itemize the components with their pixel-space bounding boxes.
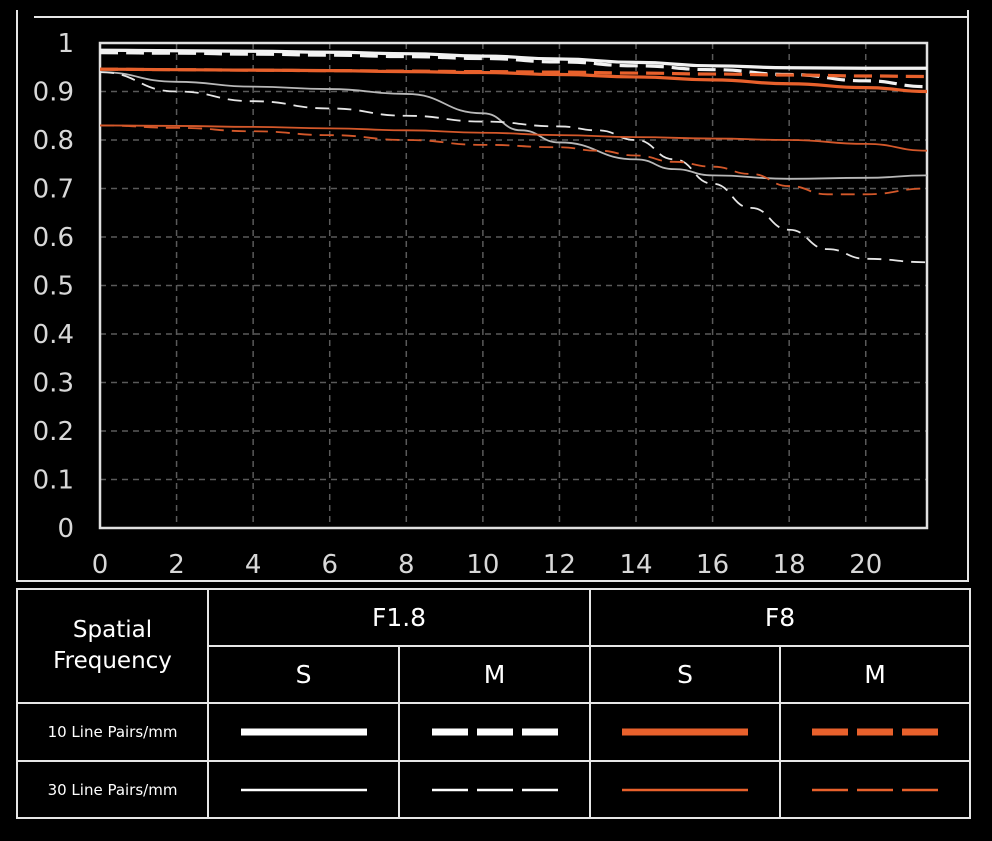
direction-header-f18-s: S bbox=[207, 645, 400, 704]
legend-swatch-f18-m-10 bbox=[431, 728, 558, 736]
swatch-cell bbox=[589, 760, 782, 819]
swatch-cell bbox=[397, 760, 592, 819]
x-tick-label: 20 bbox=[849, 550, 882, 580]
legend-swatch-f18-s-30 bbox=[240, 788, 367, 791]
x-tick-label: 8 bbox=[398, 550, 415, 580]
chart-frame bbox=[16, 10, 969, 582]
direction-header-f18-m: M bbox=[397, 645, 592, 704]
y-tick-label: 0.4 bbox=[33, 320, 74, 350]
x-tick-label: 4 bbox=[245, 550, 262, 580]
y-tick-label: 1 bbox=[57, 29, 74, 59]
y-tick-label: 0.7 bbox=[33, 175, 74, 205]
swatch-cell bbox=[207, 702, 400, 762]
aperture-header-f8: F8 bbox=[589, 588, 972, 647]
legend-swatch-f8-m-10 bbox=[812, 728, 939, 736]
y-tick-label: 0.9 bbox=[33, 78, 74, 108]
series-line-F8-S-10 bbox=[99, 67, 928, 94]
swatch-cell bbox=[589, 702, 782, 762]
y-tick-label: 0.5 bbox=[33, 272, 74, 302]
legend-swatch-f8-s-30 bbox=[622, 788, 749, 791]
legend-table: Spatial Frequency F1.8 F8 S M S M 10 Lin… bbox=[16, 588, 972, 819]
series-line-F8-M-10 bbox=[99, 67, 928, 79]
spatial-frequency-label: Spatial Frequency bbox=[53, 617, 172, 674]
row-label-30lp: 30 Line Pairs/mm bbox=[16, 760, 209, 819]
direction-header-f8-m: M bbox=[779, 645, 972, 704]
swatch-cell bbox=[779, 702, 972, 762]
y-tick-label: 0.1 bbox=[33, 466, 74, 496]
x-tick-label: 0 bbox=[92, 550, 109, 580]
legend-swatch-f8-s-10 bbox=[622, 728, 749, 736]
swatch-cell bbox=[779, 760, 972, 819]
series-line-F18-S-10 bbox=[99, 48, 927, 70]
x-tick-label: 12 bbox=[543, 550, 576, 580]
y-tick-label: 0 bbox=[57, 514, 74, 544]
x-tick-label: 18 bbox=[773, 550, 806, 580]
y-tick-label: 0.3 bbox=[33, 369, 74, 399]
swatch-cell bbox=[397, 702, 592, 762]
legend-swatch-f8-m-30 bbox=[812, 788, 939, 791]
direction-header-f8-s: S bbox=[589, 645, 782, 704]
swatch-cell bbox=[207, 760, 400, 819]
x-tick-label: 14 bbox=[619, 550, 652, 580]
x-tick-label: 6 bbox=[321, 550, 338, 580]
legend-corner-cell: Spatial Frequency bbox=[16, 588, 209, 704]
legend-swatch-f18-m-30 bbox=[431, 788, 558, 791]
series-line-F8-S-30 bbox=[99, 124, 928, 152]
mtf-chart: 00.10.20.30.40.50.60.70.80.910 2 4 6 8 10 12 14… bbox=[33, 29, 929, 580]
x-tick-label: 2 bbox=[168, 550, 185, 580]
series-line-F8-M-30 bbox=[99, 124, 928, 196]
series-line-F18-S-30 bbox=[99, 71, 928, 180]
y-tick-label: 0.2 bbox=[33, 417, 74, 447]
aperture-header-f18: F1.8 bbox=[206, 588, 592, 647]
plot-area-border bbox=[98, 41, 929, 530]
series-line-F18-M-30 bbox=[99, 71, 928, 264]
x-tick-label: 10 bbox=[466, 550, 499, 580]
legend-swatch-f18-s-10 bbox=[240, 728, 367, 736]
row-label-10lp: 10 Line Pairs/mm bbox=[16, 702, 209, 762]
top-divider bbox=[34, 16, 968, 18]
x-tick-label: 16 bbox=[696, 550, 729, 580]
y-tick-label: 0.6 bbox=[33, 223, 74, 253]
y-tick-label: 0.8 bbox=[33, 126, 74, 156]
